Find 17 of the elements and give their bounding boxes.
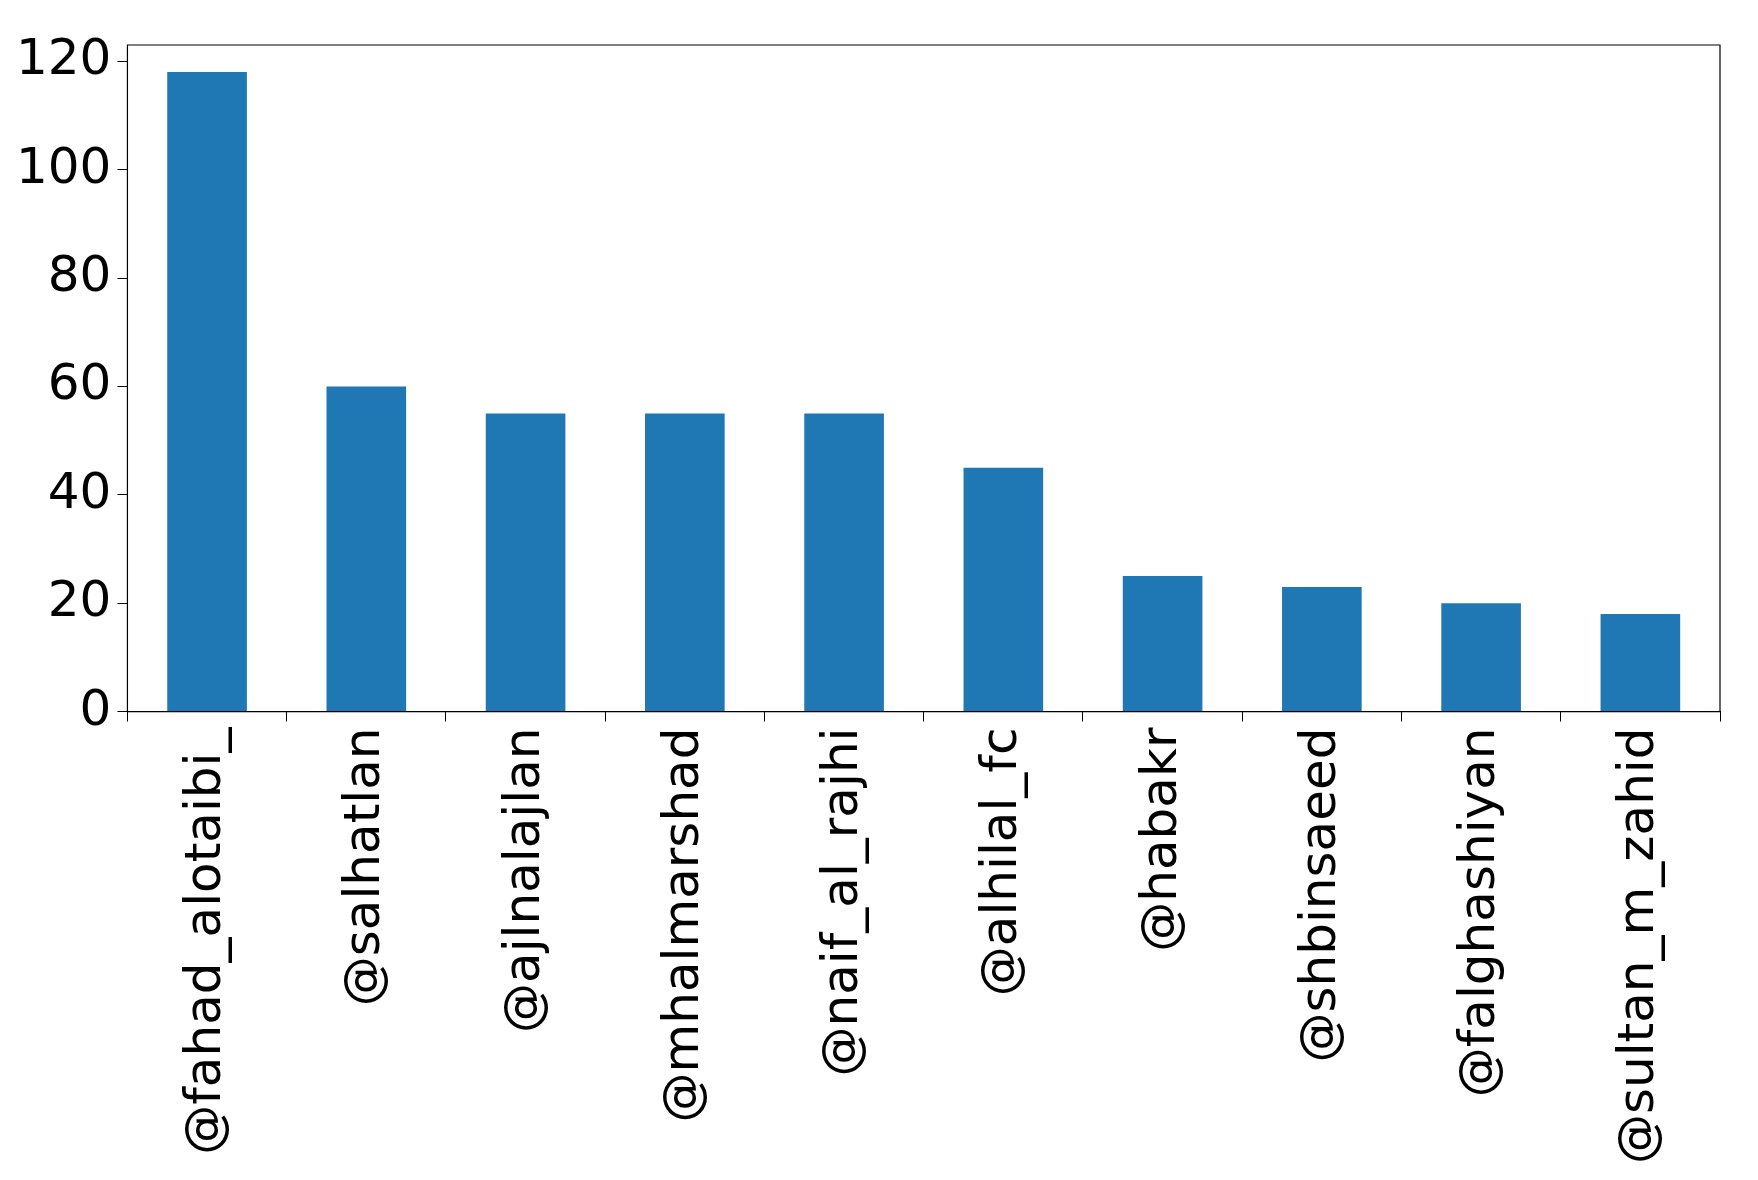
- x-tick-label: @naif_al_rajhi: [811, 727, 870, 1077]
- x-tick-label: @alhilal_fc: [970, 727, 1029, 997]
- y-tick-label: 120: [16, 28, 112, 87]
- y-tick-label: 20: [47, 570, 112, 629]
- y-tick-label: 40: [47, 461, 112, 520]
- x-tick-label: @falghashiyan: [1448, 727, 1507, 1098]
- y-tick-label: 100: [16, 136, 112, 195]
- y-tick-label: 60: [47, 353, 112, 412]
- x-tick-label: @ajlnalajlan: [492, 727, 551, 1033]
- x-tick-label: @habakr: [1129, 727, 1188, 952]
- x-tick-label: @salhatlan: [333, 727, 392, 1007]
- x-tick-label: @fahad_alotaibi_: [174, 726, 233, 1155]
- x-tick-label: @mhalmarshad: [651, 727, 710, 1123]
- x-tick-label: @sultan_m_zahid: [1607, 727, 1666, 1165]
- x-tick-label: @shbinsaeed: [1288, 727, 1347, 1063]
- y-tick-label: 0: [79, 678, 112, 737]
- y-tick-label: 80: [47, 245, 112, 303]
